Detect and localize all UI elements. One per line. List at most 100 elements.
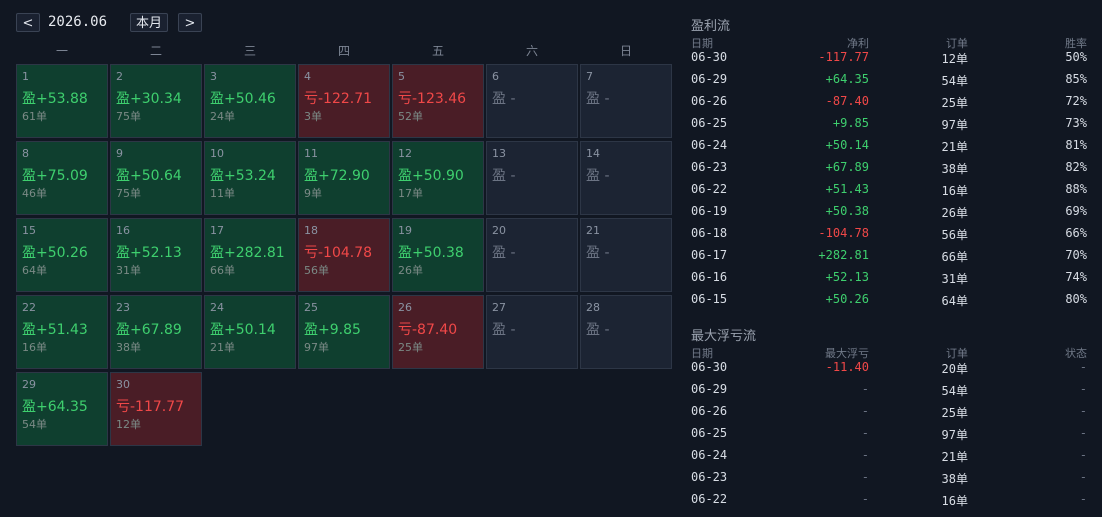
day-orders: 12单: [116, 418, 141, 431]
day-profit: 亏-122.71: [304, 91, 373, 107]
drawdown-cell: 06-22: [691, 492, 728, 506]
day-cell[interactable]: 10 盈+53.24 11单: [204, 141, 296, 215]
drawdown-cell: -: [1079, 426, 1087, 440]
day-profit: 盈 -: [586, 91, 610, 107]
day-cell[interactable]: 5 亏-123.46 52单: [392, 64, 484, 138]
profit-cell: +50.14: [825, 138, 869, 152]
profit-cell: 06-15: [691, 292, 728, 306]
day-cell[interactable]: 17 盈+282.81 66单: [204, 218, 296, 292]
day-cell[interactable]: 26 亏-87.40 25单: [392, 295, 484, 369]
profit-cell: 21单: [941, 140, 968, 154]
day-cell[interactable]: 22 盈+51.43 16单: [16, 295, 108, 369]
day-cell[interactable]: 15 盈+50.26 64单: [16, 218, 108, 292]
day-cell[interactable]: 24 盈+50.14 21单: [204, 295, 296, 369]
profit-cell: 88%: [1065, 182, 1087, 196]
next-button[interactable]: >: [178, 13, 202, 32]
day-cell[interactable]: 7 盈 -: [580, 64, 672, 138]
day-cell[interactable]: 18 亏-104.78 56单: [298, 218, 390, 292]
drawdown-cell: 06-30: [691, 360, 728, 374]
day-profit: 盈+9.85: [304, 322, 361, 338]
profit-cell: 06-30: [691, 50, 728, 64]
day-cell[interactable]: 3 盈+50.46 24单: [204, 64, 296, 138]
day-number: 13: [492, 147, 506, 160]
drawdown-cell: 06-23: [691, 470, 728, 484]
day-number: 22: [22, 301, 36, 314]
day-number: 4: [304, 70, 311, 83]
drawdown-cell: -: [1079, 360, 1087, 374]
day-number: 7: [586, 70, 593, 83]
prev-button[interactable]: <: [16, 13, 40, 32]
profit-cell: 06-16: [691, 270, 728, 284]
day-profit: 盈+50.64: [116, 168, 182, 184]
day-profit: 盈 -: [492, 322, 516, 338]
profit-header: 净利: [847, 37, 869, 50]
profit-header: 胜率: [1065, 37, 1087, 50]
day-orders: 38单: [116, 341, 141, 354]
profit-cell: 85%: [1065, 72, 1087, 86]
day-profit: 盈 -: [492, 245, 516, 261]
drawdown-header: 日期: [691, 347, 713, 360]
drawdown-cell: 97单: [941, 428, 968, 442]
profit-cell: +282.81: [818, 248, 869, 262]
day-orders: 24单: [210, 110, 235, 123]
day-number: 2: [116, 70, 123, 83]
profit-header: 日期: [691, 37, 713, 50]
drawdown-title: 最大浮亏流: [691, 329, 757, 344]
profit-cell: 16单: [941, 184, 968, 198]
profit-cell: 80%: [1065, 292, 1087, 306]
day-cell[interactable]: 29 盈+64.35 54单: [16, 372, 108, 446]
day-cell[interactable]: 23 盈+67.89 38单: [110, 295, 202, 369]
profit-title: 盈利流: [691, 19, 731, 34]
day-orders: 56单: [304, 264, 329, 277]
day-cell[interactable]: 14 盈 -: [580, 141, 672, 215]
drawdown-cell: -: [861, 448, 869, 462]
drawdown-cell: 06-26: [691, 404, 728, 418]
profit-cell: +52.13: [825, 270, 869, 284]
day-number: 14: [586, 147, 600, 160]
profit-cell: 66%: [1065, 226, 1087, 240]
day-orders: 75单: [116, 187, 141, 200]
day-cell[interactable]: 12 盈+50.90 17单: [392, 141, 484, 215]
day-cell[interactable]: 8 盈+75.09 46单: [16, 141, 108, 215]
day-cell[interactable]: 4 亏-122.71 3单: [298, 64, 390, 138]
day-cell[interactable]: 20 盈 -: [486, 218, 578, 292]
day-profit: 盈+282.81: [210, 245, 285, 261]
profit-cell: 06-19: [691, 204, 728, 218]
day-cell[interactable]: 9 盈+50.64 75单: [110, 141, 202, 215]
profit-cell: 97单: [941, 118, 968, 132]
profit-cell: 06-22: [691, 182, 728, 196]
day-cell[interactable]: 1 盈+53.88 61单: [16, 64, 108, 138]
profit-cell: 06-24: [691, 138, 728, 152]
day-cell[interactable]: 21 盈 -: [580, 218, 672, 292]
day-cell[interactable]: 13 盈 -: [486, 141, 578, 215]
profit-cell: 06-17: [691, 248, 728, 262]
drawdown-cell: -: [861, 404, 869, 418]
day-cell[interactable]: 28 盈 -: [580, 295, 672, 369]
day-cell[interactable]: 16 盈+52.13 31单: [110, 218, 202, 292]
drawdown-cell: -: [1079, 404, 1087, 418]
day-number: 3: [210, 70, 217, 83]
profit-cell: -104.78: [818, 226, 869, 240]
day-cell[interactable]: 30 亏-117.77 12单: [110, 372, 202, 446]
day-cell[interactable]: 25 盈+9.85 97单: [298, 295, 390, 369]
drawdown-cell: -: [1079, 448, 1087, 462]
day-number: 18: [304, 224, 318, 237]
day-number: 20: [492, 224, 506, 237]
day-profit: 盈+30.34: [116, 91, 182, 107]
day-cell[interactable]: 27 盈 -: [486, 295, 578, 369]
day-orders: 17单: [398, 187, 423, 200]
drawdown-cell: 16单: [941, 494, 968, 508]
day-cell[interactable]: 2 盈+30.34 75单: [110, 64, 202, 138]
day-cell[interactable]: 11 盈+72.90 9单: [298, 141, 390, 215]
today-button[interactable]: 本月: [130, 13, 168, 32]
profit-cell: 06-25: [691, 116, 728, 130]
day-cell[interactable]: 19 盈+50.38 26单: [392, 218, 484, 292]
day-cell[interactable]: 6 盈 -: [486, 64, 578, 138]
profit-cell: 81%: [1065, 138, 1087, 152]
profit-cell: 82%: [1065, 160, 1087, 174]
weekday-label: 三: [243, 44, 256, 58]
drawdown-cell: 21单: [941, 450, 968, 464]
drawdown-cell: 06-24: [691, 448, 728, 462]
day-profit: 盈+75.09: [22, 168, 88, 184]
